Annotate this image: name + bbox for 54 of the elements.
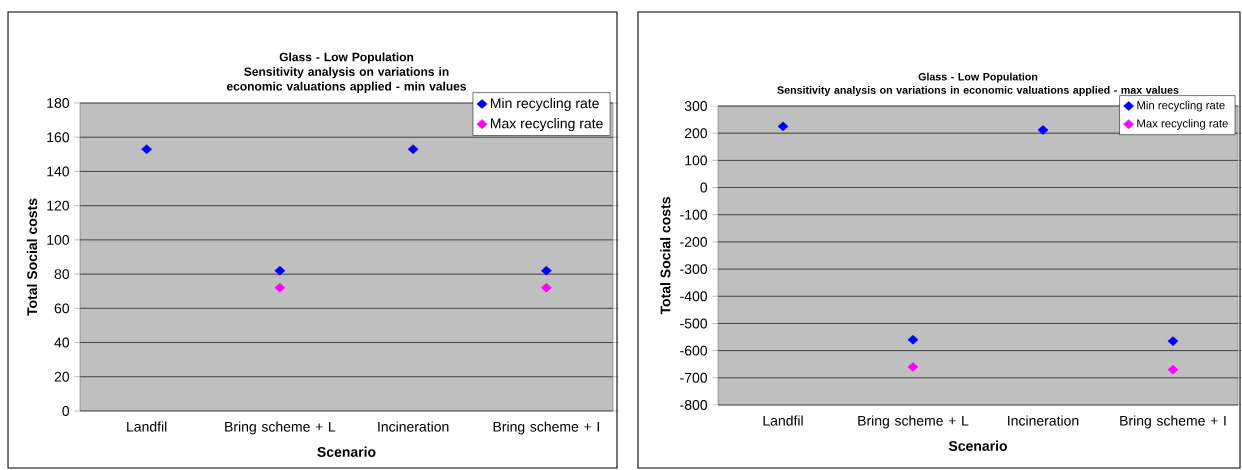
y-tick-label: 40 xyxy=(54,337,70,348)
y-tick-label: -800 xyxy=(680,400,708,410)
y-tick-label: -200 xyxy=(680,236,708,247)
x-tick-label: Bring scheme + L xyxy=(225,421,336,435)
y-tick-label: -100 xyxy=(680,209,708,220)
chart-title: Glass - Low Population xyxy=(918,72,1038,83)
y-tick-label: 140 xyxy=(47,166,70,177)
y-tick-label: -600 xyxy=(680,345,708,356)
x-tick-label: Landfil xyxy=(763,415,803,426)
point xyxy=(541,282,552,293)
legend-label: Min recycling rate xyxy=(1137,100,1225,112)
x-tick-label: Bring scheme + I xyxy=(493,421,599,435)
y-tick-label: -500 xyxy=(680,318,708,329)
y-tick-label: 100 xyxy=(685,155,708,166)
y-tick-label: 80 xyxy=(54,269,70,280)
y-tick-label: 0 xyxy=(700,182,708,193)
y-tick-label: -400 xyxy=(680,291,708,302)
point xyxy=(777,121,789,132)
y-tick-label: 20 xyxy=(54,371,70,382)
point xyxy=(907,334,919,345)
x-tick-label: Bring scheme + I xyxy=(1120,415,1226,429)
chart-subtitle: Sensitivity analysis on variations in economic valuations applied - max values xyxy=(777,86,1179,96)
point xyxy=(141,144,153,154)
legend-label: Max recycling rate xyxy=(490,118,603,132)
y-tick-label: -300 xyxy=(680,264,708,275)
y-axis-title: Total Social costs xyxy=(26,198,38,316)
point xyxy=(407,144,419,154)
y-tick-label: 200 xyxy=(684,128,708,139)
point xyxy=(1167,364,1179,375)
y-tick-label: 100 xyxy=(47,234,70,245)
y-tick-label: 120 xyxy=(47,200,70,211)
y-tick-label: -700 xyxy=(680,372,708,383)
y-tick-label: 0 xyxy=(62,406,70,416)
y-tick-label: 160 xyxy=(47,132,70,143)
chart-title: Glass - Low Population xyxy=(279,52,414,64)
point xyxy=(274,265,286,276)
x-tick-label: Incineration xyxy=(1008,415,1079,426)
x-tick-label: Bring scheme + L xyxy=(858,415,969,429)
point xyxy=(274,282,286,293)
legend-label: Max recycling rate xyxy=(1137,119,1228,130)
point xyxy=(541,265,552,276)
chart-subtitle: Sensitivity analysis on variations in economic valuations applied - min values xyxy=(226,67,467,93)
x-axis-title: Scenario xyxy=(948,440,1008,451)
x-tick-label: Landfil xyxy=(127,421,167,432)
point xyxy=(907,362,919,372)
y-tick-label: 300 xyxy=(684,101,708,111)
y-tick-label: 60 xyxy=(54,303,70,314)
y-tick-label: 180 xyxy=(47,98,70,108)
point xyxy=(1037,125,1049,135)
y-axis-title: Total Social costs xyxy=(660,197,671,315)
point xyxy=(1167,336,1179,346)
legend-label: Min recycling rate xyxy=(490,97,599,111)
x-tick-label: Incineration xyxy=(378,421,449,432)
x-axis-title: Scenario xyxy=(317,446,376,457)
